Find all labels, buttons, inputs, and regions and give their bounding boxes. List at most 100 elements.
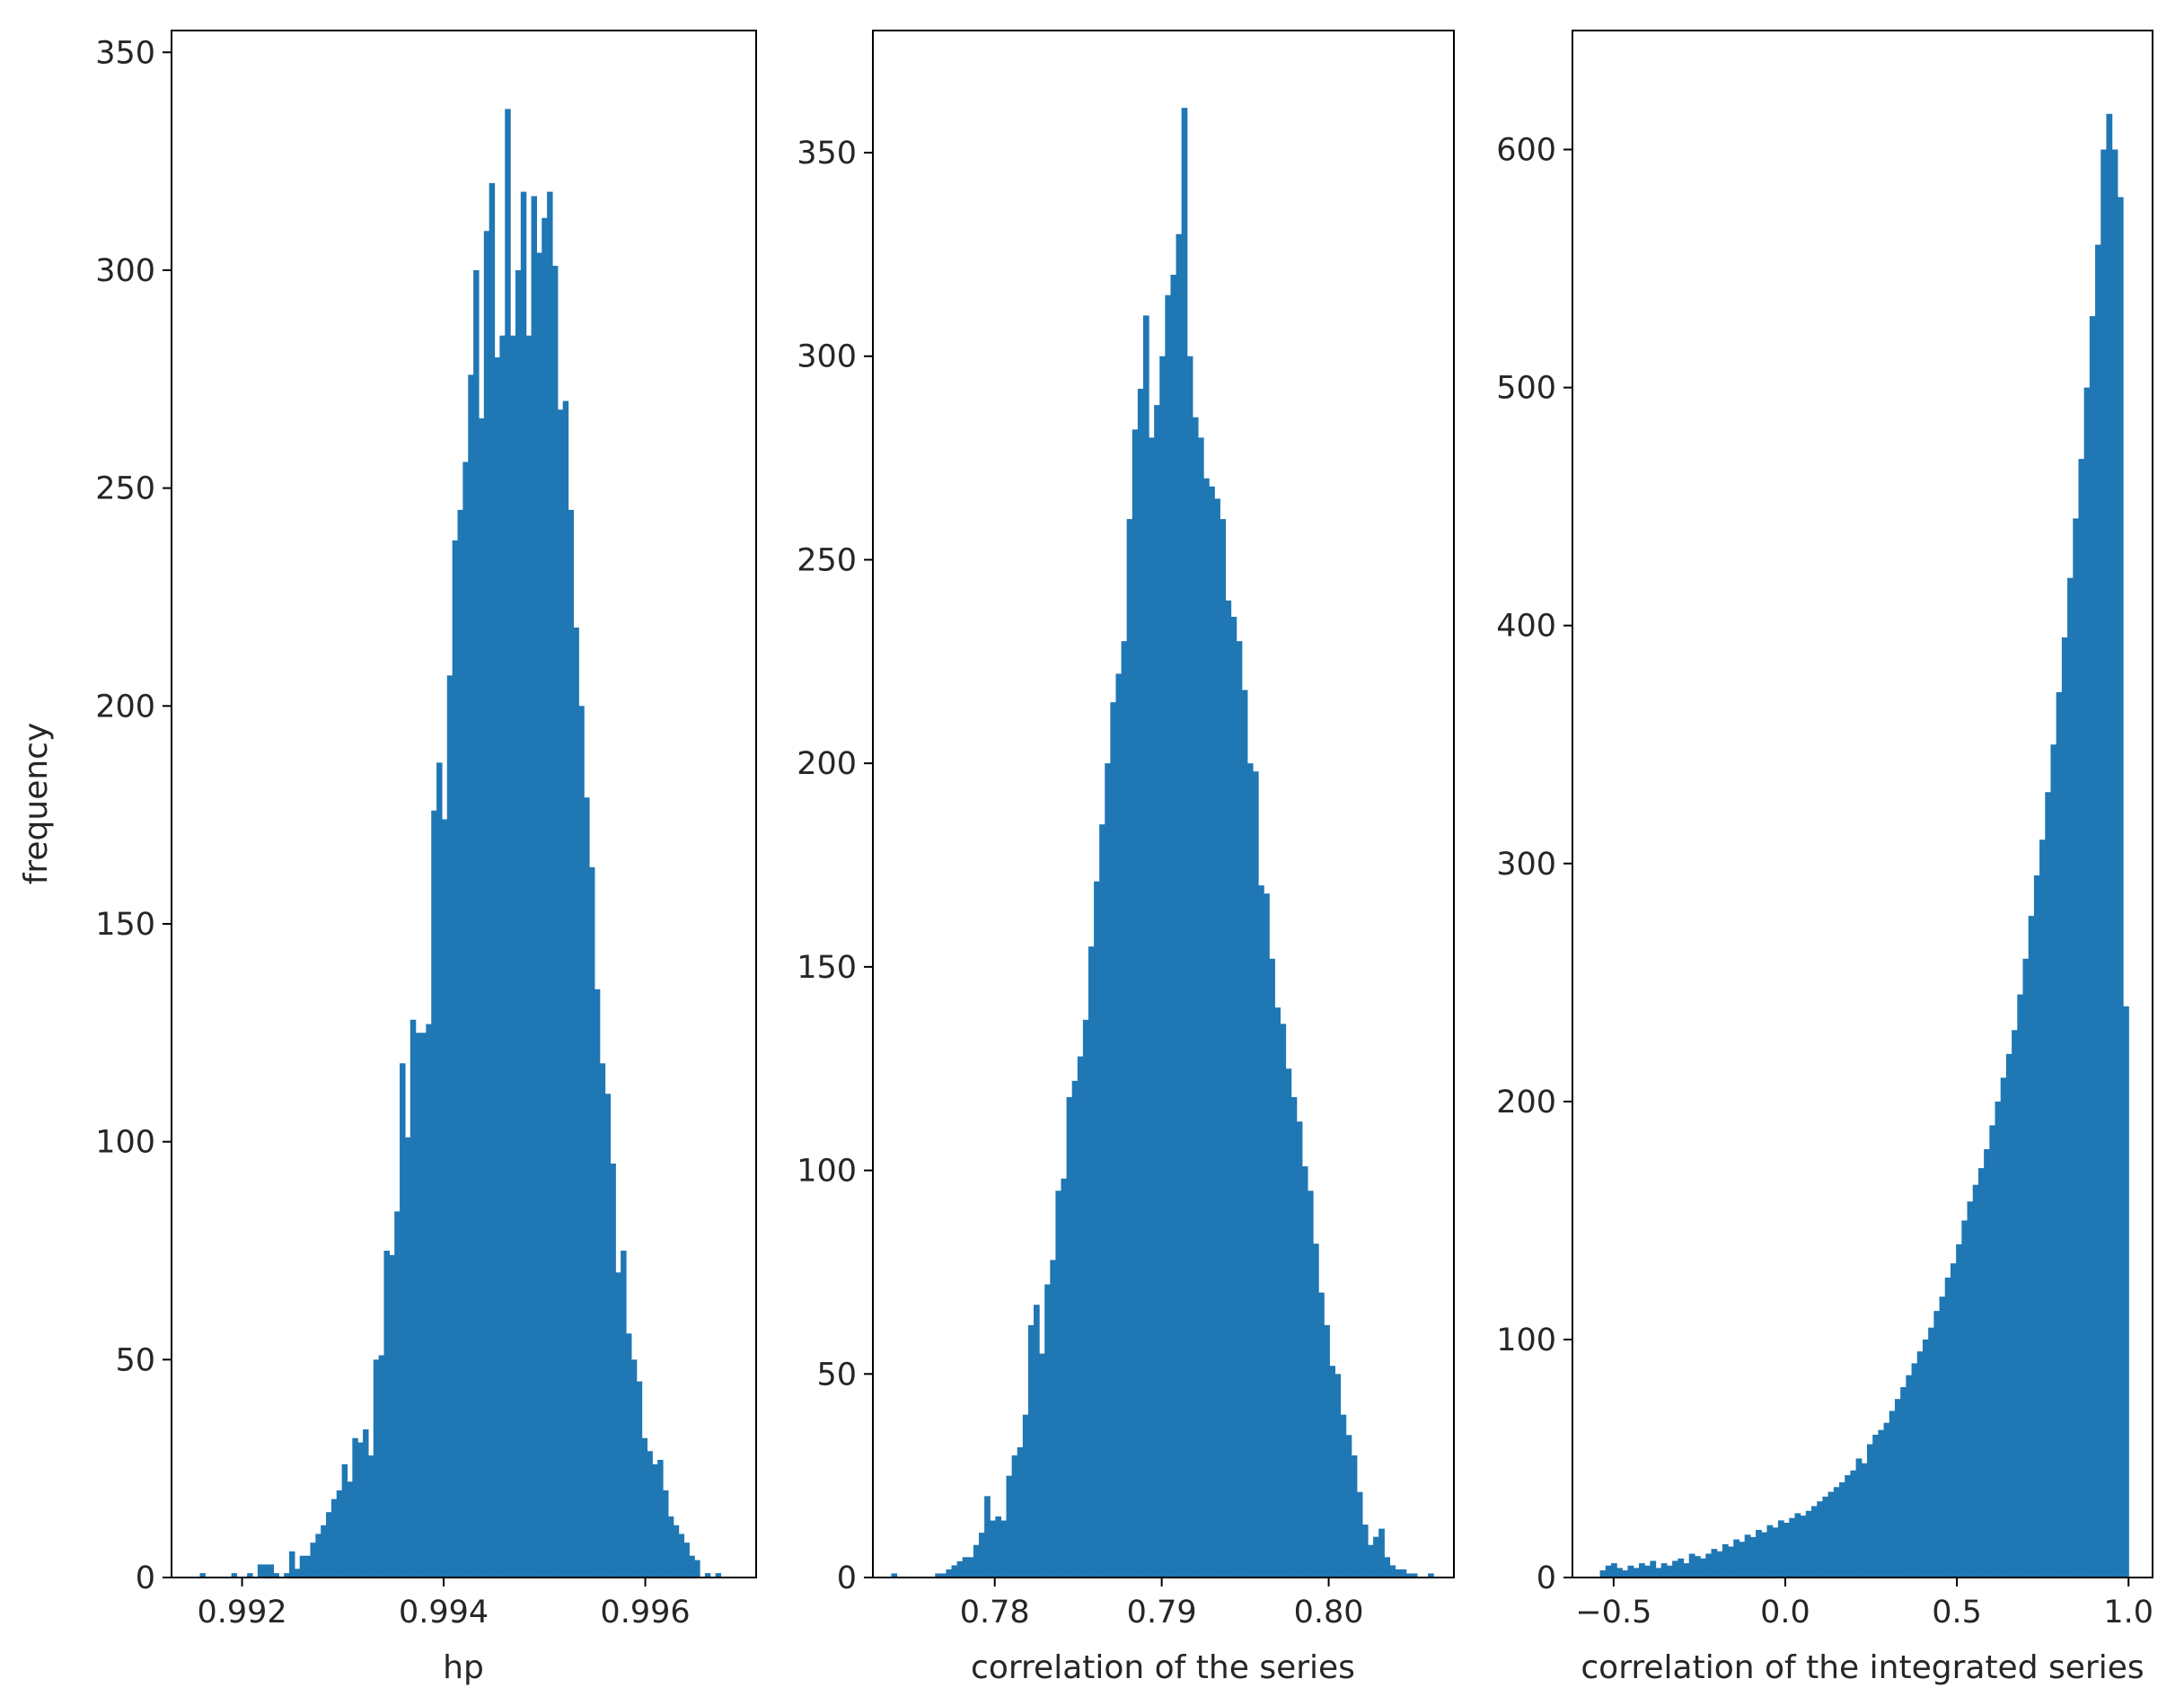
histogram-bar	[415, 1033, 422, 1578]
ticks-integrated: −0.5 0.0 0.5 1.0 0 100 200 300 400 500 600	[1496, 133, 2153, 1630]
histogram-bar	[956, 1560, 964, 1578]
histogram-bar	[520, 191, 527, 1578]
histogram-bar	[1633, 1568, 1640, 1578]
histogram-bar	[1132, 429, 1139, 1578]
histogram-bar	[973, 1544, 980, 1578]
histogram-bar	[1137, 389, 1144, 1578]
x-tick-label-correlation: 0.78	[960, 1595, 1030, 1630]
histogram-bar	[367, 1455, 374, 1578]
histogram-bar	[315, 1534, 321, 1578]
histogram-bar	[1258, 885, 1264, 1578]
histogram-bar	[1296, 1121, 1303, 1578]
histogram-bar	[1050, 1260, 1056, 1578]
histogram-bar	[995, 1516, 1002, 1578]
histogram-bar	[1389, 1565, 1396, 1578]
histogram-bar	[373, 1359, 380, 1578]
histogram-bar	[336, 1490, 343, 1578]
histogram-bar	[2005, 1053, 2012, 1578]
y-tick-label-integrated: 100	[1496, 1323, 1556, 1358]
histogram-bar	[1301, 1166, 1308, 1578]
histogram-bar	[1241, 690, 1248, 1578]
histogram-bar	[1361, 1525, 1369, 1578]
y-tick-label-integrated: 0	[1537, 1560, 1556, 1596]
y-tick-label-hp: 50	[115, 1342, 155, 1378]
histogram-bar	[657, 1459, 664, 1578]
histogram-bar	[436, 762, 443, 1578]
histogram-bar	[1280, 1024, 1287, 1578]
histogram-bar	[1318, 1292, 1325, 1578]
histogram-bar	[247, 1573, 253, 1578]
histogram-bar	[551, 266, 559, 1578]
histogram-bar	[2061, 637, 2068, 1578]
histogram-bar	[626, 1333, 632, 1578]
histogram-bar	[536, 252, 542, 1578]
histogram-bar	[935, 1573, 941, 1578]
y-tick-label-hp: 200	[95, 689, 155, 725]
histogram-bar	[1666, 1565, 1673, 1578]
histogram-bar	[468, 374, 474, 1578]
y-tick-label-correlation: 200	[797, 746, 857, 782]
ticks-correlation: 0.78 0.79 0.80 0 50 100 150 200 250 300 350	[797, 136, 1363, 1630]
y-axis-label-frequency: frequency	[18, 723, 55, 885]
histogram-bar	[940, 1573, 947, 1578]
histogram-bar	[2073, 518, 2080, 1578]
histogram-bar	[1984, 1148, 1990, 1578]
histogram-bar	[1922, 1339, 1929, 1578]
histogram-bar	[1170, 275, 1177, 1578]
x-tick-label-integrated: 0.5	[1932, 1595, 1982, 1630]
histogram-bar	[1088, 946, 1095, 1578]
histogram-bar	[1400, 1569, 1407, 1578]
histogram-bar	[1378, 1528, 1385, 1578]
histogram-bar	[1733, 1539, 1740, 1578]
histogram-bar	[1805, 1510, 1812, 1578]
histogram-bar	[268, 1564, 275, 1578]
y-tick-label-hp: 300	[95, 253, 155, 289]
y-tick-label-hp: 150	[95, 907, 155, 943]
subplot-correlation: 0.78 0.79 0.80 0 50 100 150 200 250 300 350 correl…	[797, 30, 1455, 1686]
x-axis-label-integrated: correlation of the integrated series	[1581, 1649, 2144, 1686]
histogram-bar	[1705, 1553, 1713, 1578]
histogram-bar	[389, 1254, 395, 1578]
histogram-bar	[2050, 744, 2057, 1578]
histogram-bar	[979, 1533, 985, 1578]
histogram-bar	[990, 1520, 996, 1578]
histogram-bar	[604, 1094, 612, 1578]
histogram-bar	[1395, 1569, 1402, 1578]
histogram-bar	[289, 1551, 295, 1578]
histogram-bar	[1777, 1520, 1784, 1578]
histogram-bar	[610, 1163, 616, 1578]
histogram-bar	[1716, 1551, 1723, 1578]
histogram-bar	[257, 1564, 264, 1578]
histogram-bar	[330, 1498, 338, 1578]
histogram-bar	[510, 335, 516, 1578]
histogram-bar	[404, 1137, 411, 1578]
histogram-bar	[641, 1437, 648, 1578]
histogram-bar	[341, 1463, 348, 1578]
histogram-bar	[1928, 1327, 1934, 1578]
histogram-bar	[1121, 641, 1128, 1578]
y-tick-label-integrated: 500	[1496, 371, 1556, 407]
histogram-bar	[2028, 916, 2035, 1578]
histogram-bar	[515, 269, 522, 1578]
histogram-bar	[1817, 1501, 1824, 1578]
ticks-hp: 0.992 0.994 0.996 0 50 100 150 200 250 300 350	[95, 35, 690, 1630]
histogram-bar	[321, 1525, 327, 1578]
histogram-bar	[2017, 994, 2024, 1578]
histogram-bar	[1766, 1525, 1774, 1578]
plot-frame-integrated	[1572, 30, 2153, 1578]
histogram-bar	[1384, 1557, 1390, 1578]
histogram-bar	[594, 989, 601, 1578]
histogram-bar	[378, 1355, 385, 1578]
histogram-bar	[1616, 1568, 1623, 1578]
histogram-bar	[1149, 437, 1155, 1578]
histogram-bar	[1655, 1568, 1662, 1578]
histogram-bar	[1989, 1125, 1996, 1578]
y-tick-label-hp: 250	[95, 471, 155, 507]
histogram-bar	[1694, 1556, 1701, 1578]
x-tick-label-correlation: 0.80	[1294, 1595, 1364, 1630]
histogram-bar	[452, 540, 459, 1578]
histogram-bar	[599, 1063, 606, 1578]
histogram-bar	[1872, 1434, 1880, 1578]
histogram-bar	[1345, 1435, 1352, 1578]
